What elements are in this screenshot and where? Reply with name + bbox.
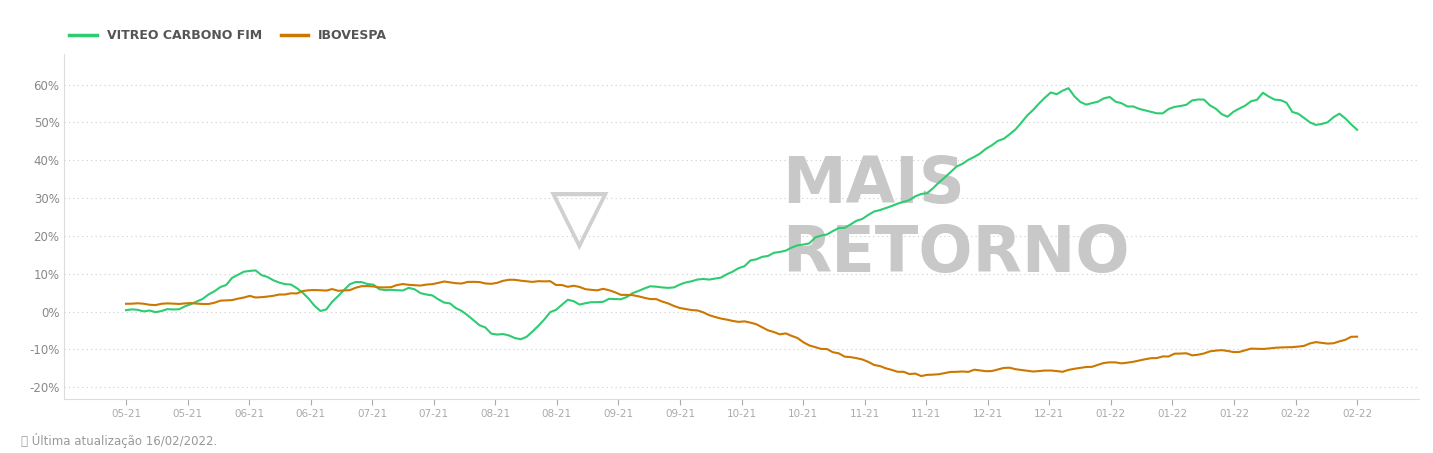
- Legend: VITREO CARBONO FIM, IBOVESPA: VITREO CARBONO FIM, IBOVESPA: [64, 24, 393, 48]
- Text: ⧖ Última atualização 16/02/2022.: ⧖ Última atualização 16/02/2022.: [21, 434, 218, 448]
- Text: MAIS
RETORNO: MAIS RETORNO: [782, 154, 1129, 285]
- Text: ▽: ▽: [550, 183, 609, 256]
